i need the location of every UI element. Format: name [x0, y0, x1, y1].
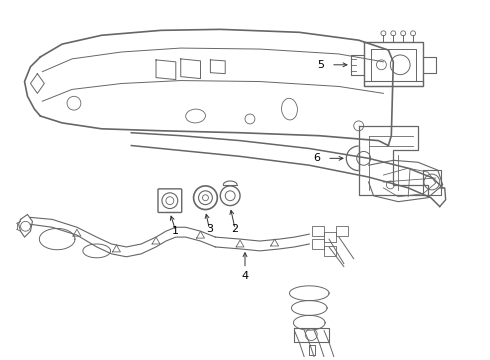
Text: 5: 5	[318, 60, 325, 70]
Text: 1: 1	[172, 226, 179, 236]
Text: 4: 4	[242, 271, 248, 282]
Bar	[324, 232, 336, 242]
Bar	[312, 226, 324, 236]
Bar	[312, 239, 324, 249]
Bar	[336, 226, 348, 236]
Text: 6: 6	[314, 153, 320, 163]
Text: 3: 3	[206, 224, 213, 234]
Text: 2: 2	[232, 224, 239, 234]
Bar	[324, 246, 336, 256]
